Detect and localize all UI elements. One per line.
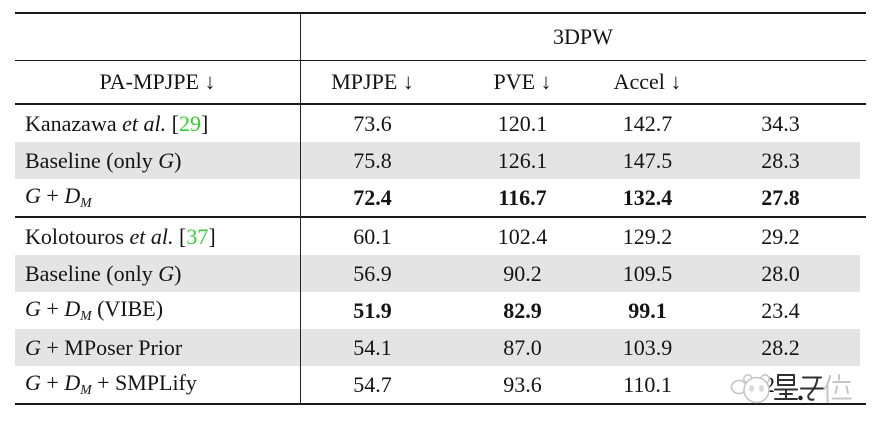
label-token-plain: ] — [208, 223, 216, 249]
label-token-plain: Kanazawa — [25, 110, 123, 136]
table-row: G + MPoser Prior 54.1 87.0 103.9 28.2 — [15, 329, 866, 366]
section-divider-rule — [15, 216, 866, 218]
metric-value: 120.1 — [497, 110, 548, 136]
table-row: Baseline (only G) 75.8 126.1 147.5 28.3 — [15, 142, 866, 179]
metric-value: 129.2 — [622, 223, 673, 249]
table-row: G + DM (VIBE) 51.9 82.9 99.1 23.4 — [15, 292, 866, 329]
metric-value: 93.6 — [503, 371, 542, 397]
metric-value: 54.1 — [353, 334, 392, 360]
label-token-plain: Baseline (only — [25, 147, 159, 173]
table-row: G + DM + SMPLify 54.7 93.6 110.1 2 — [15, 366, 866, 403]
row-label: G + DM (VIBE) — [15, 296, 300, 324]
metric-value: 147.5 — [622, 147, 673, 173]
label-token-plain: (VIBE) — [91, 296, 164, 322]
table-row: Kolotouros et al. [37] 60.1 102.4 129.2 29.2 — [15, 218, 866, 255]
metric-value: 54.7 — [353, 371, 392, 397]
label-token-plain: [ — [166, 110, 179, 136]
label-token-plain: Baseline (only — [25, 260, 159, 286]
metric-value: 29.2 — [761, 223, 800, 249]
row-label: Baseline (only G) — [15, 260, 300, 286]
table-row: G + DM 72.4 116.7 132.4 27.8 — [15, 179, 866, 216]
metric-value: 72.4 — [353, 184, 392, 210]
label-token-ref: 37 — [186, 223, 209, 249]
label-token-script: G — [158, 260, 175, 286]
label-token-plain: + SMPLify — [91, 370, 197, 396]
label-token-sub: M — [80, 308, 92, 324]
metric-value: 82.9 — [503, 297, 542, 323]
label-token-script: G — [25, 296, 41, 322]
label-token-script: G — [158, 147, 175, 173]
label-token-script: D — [64, 370, 81, 396]
column-header-2: MPJPE ↓ — [331, 69, 414, 94]
label-token-plain: + — [40, 183, 65, 209]
label-token-ref: 29 — [178, 110, 201, 136]
table-row: Kanazawa et al. [29] 73.6 120.1 142.7 34.3 — [15, 105, 866, 142]
label-token-script: G — [25, 183, 41, 209]
dataset-header: 3DPW — [553, 24, 613, 49]
label-token-sub: M — [80, 195, 92, 211]
row-label: Kanazawa et al. [29] — [15, 110, 300, 136]
metric-value: 23.4 — [761, 297, 800, 323]
metric-value: 109.5 — [622, 260, 673, 286]
label-token-script: G — [25, 370, 41, 396]
table-row: Baseline (only G) 56.9 90.2 109.5 28.0 — [15, 255, 866, 292]
label-token-plain: ) — [174, 147, 182, 173]
metric-value: 103.9 — [622, 334, 673, 360]
metric-value: 28.2 — [761, 334, 800, 360]
metric-value: 116.7 — [498, 184, 547, 210]
metric-value: 60.1 — [353, 223, 392, 249]
metric-value: 90.2 — [503, 260, 542, 286]
label-token-script: G — [25, 334, 41, 360]
header-bottom-rule — [15, 103, 866, 105]
column-header-row: PA-MPJPE ↓ MPJPE ↓ PVE ↓ Accel ↓ — [15, 61, 866, 103]
metric-value: 75.8 — [353, 147, 392, 173]
metric-value: 51.9 — [353, 297, 392, 323]
label-token-plain: + — [40, 370, 65, 396]
metric-value: 28.3 — [761, 147, 800, 173]
label-token-plain: [ — [173, 223, 187, 249]
label-token-plain: Kolotouros — [25, 223, 130, 249]
metric-value: 87.0 — [503, 334, 542, 360]
label-token-plain: ) — [174, 260, 182, 286]
column-header-3: PVE ↓ — [493, 69, 552, 94]
dataset-header-row: 3DPW — [15, 14, 866, 60]
metric-value: 102.4 — [497, 223, 548, 249]
label-token-italic: et al. — [122, 110, 167, 136]
label-token-script: D — [64, 183, 81, 209]
row-label: G + MPoser Prior — [15, 334, 300, 360]
label-token-plain: + — [40, 296, 65, 322]
column-header-1: PA-MPJPE ↓ — [99, 69, 216, 94]
metric-value: 56.9 — [353, 260, 392, 286]
table-top-rule — [15, 12, 866, 14]
metric-value: 28.0 — [761, 260, 800, 286]
metric-value: 34.3 — [761, 110, 800, 136]
label-token-italic: et al. — [129, 223, 174, 249]
metric-value: 73.6 — [353, 110, 392, 136]
table-bottom-rule — [15, 403, 866, 405]
header-divider-rule — [15, 60, 866, 61]
metric-value: 126.1 — [497, 147, 548, 173]
label-token-sub: M — [80, 382, 92, 398]
row-label: Baseline (only G) — [15, 147, 300, 173]
label-token-plain: ] — [200, 110, 209, 136]
row-label: G + DM + SMPLify — [15, 370, 300, 398]
label-token-plain: + MPoser Prior — [40, 334, 183, 360]
label-token-script: D — [64, 296, 81, 322]
column-header-4: Accel ↓ — [613, 69, 682, 94]
metric-value: 132.4 — [622, 184, 673, 210]
results-table: 3DPW PA-MPJPE ↓ MPJPE ↓ PVE ↓ Accel ↓ Kanaz… — [15, 12, 866, 405]
row-label: Kolotouros et al. [37] — [15, 223, 300, 249]
table-body: Kanazawa et al. [29] 73.6 120.1 142.7 34.3 Ba… — [15, 105, 866, 403]
metric-value: 110.1 — [623, 371, 672, 397]
column-separator-line — [300, 14, 301, 403]
metric-value: 142.7 — [622, 110, 673, 136]
metric-value-obscured: 2 — [764, 371, 775, 397]
row-label: G + DM — [15, 183, 300, 211]
metric-value: 27.8 — [761, 184, 800, 210]
metric-value: 99.1 — [628, 297, 667, 323]
